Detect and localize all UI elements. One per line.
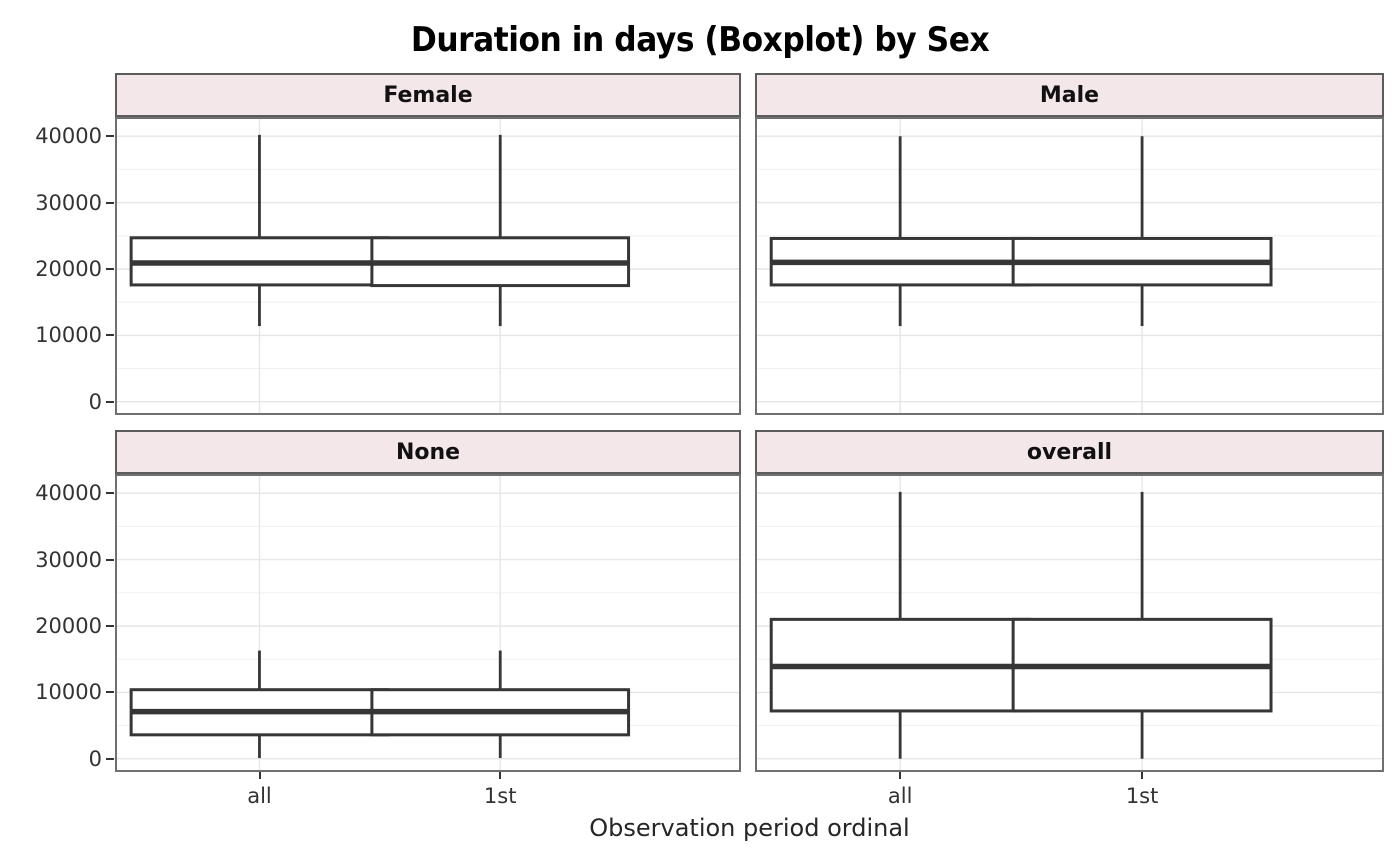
- facet-strip-female: Female: [115, 73, 741, 117]
- facet-strip-label: None: [395, 439, 461, 465]
- x-tick-label: all: [247, 784, 272, 808]
- y-tick-label: 0: [88, 389, 102, 414]
- y-tick-mark: [106, 757, 114, 760]
- facet-strip-male: Male: [755, 73, 1384, 117]
- y-tick-mark: [106, 625, 114, 627]
- panel-border: [755, 117, 1384, 415]
- panel-border: [755, 474, 1384, 772]
- y-tick-mark: [106, 268, 114, 270]
- x-tick-label: all: [887, 784, 913, 808]
- x-axis-title: Observation period ordinal: [589, 814, 910, 842]
- y-tick-mark: [106, 691, 114, 694]
- x-tick-label: 1st: [483, 784, 517, 808]
- y-tick-mark: [106, 334, 114, 337]
- facet-panel-female: [115, 117, 741, 415]
- y-tick-label: 40000: [35, 124, 102, 149]
- y-tick-mark: [106, 558, 114, 561]
- facet-panel-male: [755, 117, 1384, 415]
- y-tick-mark: [106, 400, 114, 403]
- chart-title: Duration in days (Boxplot) by Sex: [410, 20, 990, 60]
- x-tick-label: 1st: [1125, 784, 1159, 808]
- box-female-1st: [370, 134, 631, 327]
- x-tick-mark: [258, 772, 261, 779]
- facet-strip-label: Female: [383, 82, 473, 108]
- facet-strip-overall: overall: [755, 430, 1384, 474]
- y-tick-mark: [106, 492, 114, 495]
- facet-panel-none: [115, 474, 741, 772]
- y-tick-mark: [106, 135, 114, 138]
- facet-strip-label: overall: [1026, 439, 1113, 465]
- y-tick-label: 10000: [35, 680, 102, 705]
- panel-border: [115, 117, 741, 415]
- panel-border: [115, 474, 741, 772]
- y-tick-label: 30000: [35, 547, 102, 572]
- y-tick-label: 10000: [35, 323, 102, 348]
- facet-strip-label: Male: [1039, 82, 1100, 108]
- y-tick-mark: [106, 201, 114, 204]
- box-overall-1st: [1011, 491, 1273, 759]
- box-none-all: [129, 650, 390, 759]
- x-tick-mark: [1141, 772, 1144, 779]
- box-none-1st: [370, 650, 631, 759]
- box-female-all: [129, 134, 390, 327]
- x-tick-mark: [499, 772, 502, 779]
- x-tick-mark: [899, 772, 902, 779]
- y-tick-label: 20000: [35, 256, 102, 281]
- box-male-1st: [1011, 136, 1273, 327]
- facet-panel-overall: [755, 474, 1384, 772]
- y-tick-label: 40000: [35, 481, 102, 506]
- y-tick-label: 0: [88, 746, 102, 771]
- y-tick-label: 20000: [35, 613, 102, 638]
- y-tick-label: 30000: [35, 190, 102, 215]
- facet-strip-none: None: [115, 430, 741, 474]
